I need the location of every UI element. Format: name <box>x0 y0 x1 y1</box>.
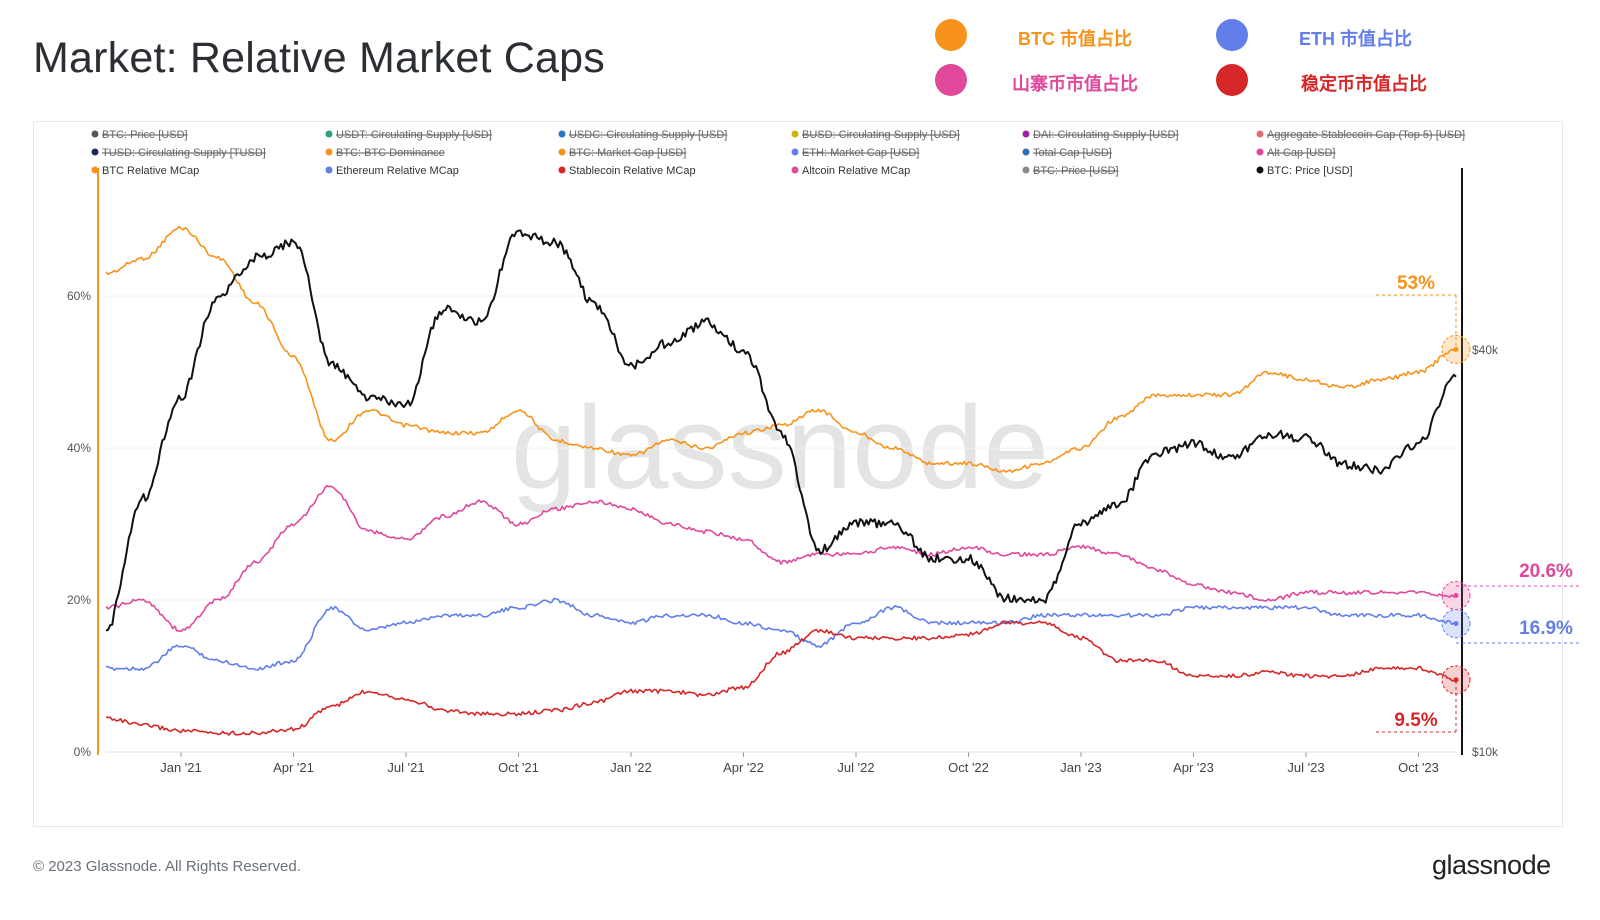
x-tick-label: Jan '23 <box>1060 760 1102 775</box>
end-point <box>1453 677 1459 683</box>
x-tick-label: Oct '21 <box>498 760 539 775</box>
legend-item-label[interactable]: BTC: Price [USD] <box>102 129 188 141</box>
legend-marker <box>1256 166 1264 174</box>
legend-marker <box>558 130 566 138</box>
legend-marker <box>1022 130 1030 138</box>
y-right-tick-label: $10k <box>1472 745 1499 759</box>
legend-item-label[interactable]: BTC: Price [USD] <box>1033 165 1119 177</box>
legend-marker <box>325 166 333 174</box>
series-end-label: 20.6% <box>1519 561 1573 582</box>
annotation-eth: ETH 市值占比 <box>1216 19 1412 51</box>
x-tick-label: Oct '22 <box>948 760 989 775</box>
series-end-label: 53% <box>1397 273 1435 294</box>
annotation-stable-label: 稳定币市值占比 <box>1301 74 1427 94</box>
legend-item-label[interactable]: BTC: Price [USD] <box>1267 165 1353 177</box>
annotation-stable: 稳定币市值占比 <box>1216 64 1427 96</box>
series-line-btc-price-usd- <box>105 229 1457 632</box>
annotation-btc: BTC 市值占比 <box>935 19 1132 51</box>
x-tick-label: Jan '21 <box>160 760 202 775</box>
x-tick-label: Jul '22 <box>837 760 874 775</box>
legend-marker <box>1022 148 1030 156</box>
legend-item-label[interactable]: Total Cap [USD] <box>1033 147 1112 159</box>
legend-item-label[interactable]: BTC: BTC Dominance <box>336 147 445 159</box>
annotation-alt: 山寨币市值占比 <box>935 64 1138 96</box>
legend-marker <box>791 148 799 156</box>
legend-item-label[interactable]: Stablecoin Relative MCap <box>569 165 696 177</box>
legend-item-label[interactable]: Altcoin Relative MCap <box>802 165 910 177</box>
x-tick-label: Apr '23 <box>1173 760 1214 775</box>
legend-item-label[interactable]: BTC: Market Cap [USD] <box>569 147 686 159</box>
series-line-ethereum-relative-mcap <box>105 597 1457 672</box>
y-left-tick-label: 60% <box>67 289 91 303</box>
legend-marker <box>91 148 99 156</box>
legend-item-label[interactable]: USDC: Circulating Supply [USD] <box>569 129 727 141</box>
legend-item-label[interactable]: Ethereum Relative MCap <box>336 165 459 177</box>
stable-dot-icon <box>1216 64 1248 96</box>
annotation-alt-label: 山寨币市值占比 <box>1012 74 1138 94</box>
copyright: © 2023 Glassnode. All Rights Reserved. <box>33 858 301 875</box>
legend-marker <box>325 148 333 156</box>
series-end-label: 9.5% <box>1394 710 1437 731</box>
legend-item-label[interactable]: ETH: Market Cap [USD] <box>802 147 919 159</box>
legend-marker <box>558 148 566 156</box>
legend-marker <box>791 130 799 138</box>
legend-marker <box>791 166 799 174</box>
chart-frame <box>33 121 1563 827</box>
page-title: Market: Relative Market Caps <box>33 34 605 82</box>
btc-dot-icon <box>935 19 967 51</box>
legend-marker <box>1256 130 1264 138</box>
legend-marker <box>91 166 99 174</box>
annotation-legend: BTC 市值占比 ETH 市值占比 山寨币市值占比 稳定币市值占比 <box>0 0 1600 110</box>
x-tick-label: Jan '22 <box>610 760 652 775</box>
legend-item-label[interactable]: DAI: Circulating Supply [USD] <box>1033 129 1179 141</box>
legend-marker <box>1256 148 1264 156</box>
series-line-btc-relative-mcap <box>105 225 1457 474</box>
series-end-label: 16.9% <box>1519 618 1573 639</box>
end-point <box>1453 592 1459 598</box>
series-line-stablecoin-relative-mcap <box>105 620 1457 736</box>
legend-item-label[interactable]: Alt Cap [USD] <box>1267 147 1335 159</box>
x-tick-label: Apr '21 <box>273 760 314 775</box>
x-tick-label: Oct '23 <box>1398 760 1439 775</box>
end-point <box>1453 621 1459 627</box>
glassnode-logo: glassnode <box>1432 850 1551 880</box>
annotation-eth-label: ETH 市值占比 <box>1299 29 1413 49</box>
x-tick-label: Jul '21 <box>387 760 424 775</box>
x-tick-label: Jul '23 <box>1287 760 1324 775</box>
eth-dot-icon <box>1216 19 1248 51</box>
legend-item-label[interactable]: TUSD: Circulating Supply [TUSD] <box>102 147 266 159</box>
series-line-altcoin-relative-mcap <box>105 484 1457 633</box>
y-left-tick-label: 0% <box>74 745 92 759</box>
y-left-tick-label: 20% <box>67 593 91 607</box>
legend-marker <box>91 130 99 138</box>
legend-marker <box>1022 166 1030 174</box>
alt-dot-icon <box>935 64 967 96</box>
legend-marker <box>558 166 566 174</box>
y-left-tick-label: 40% <box>67 441 91 455</box>
legend-item-label[interactable]: BTC Relative MCap <box>102 165 199 177</box>
legend-marker <box>325 130 333 138</box>
annotation-btc-label: BTC 市值占比 <box>1018 29 1132 49</box>
y-right-tick-label: $40k <box>1472 343 1499 357</box>
legend-item-label[interactable]: Aggregate Stablecoin Cap (Top 5) [USD] <box>1267 129 1465 141</box>
x-tick-label: Apr '22 <box>723 760 764 775</box>
legend-item-label[interactable]: USDT: Circulating Supply [USD] <box>336 129 492 141</box>
legend-item-label[interactable]: BUSD: Circulating Supply [USD] <box>802 129 960 141</box>
